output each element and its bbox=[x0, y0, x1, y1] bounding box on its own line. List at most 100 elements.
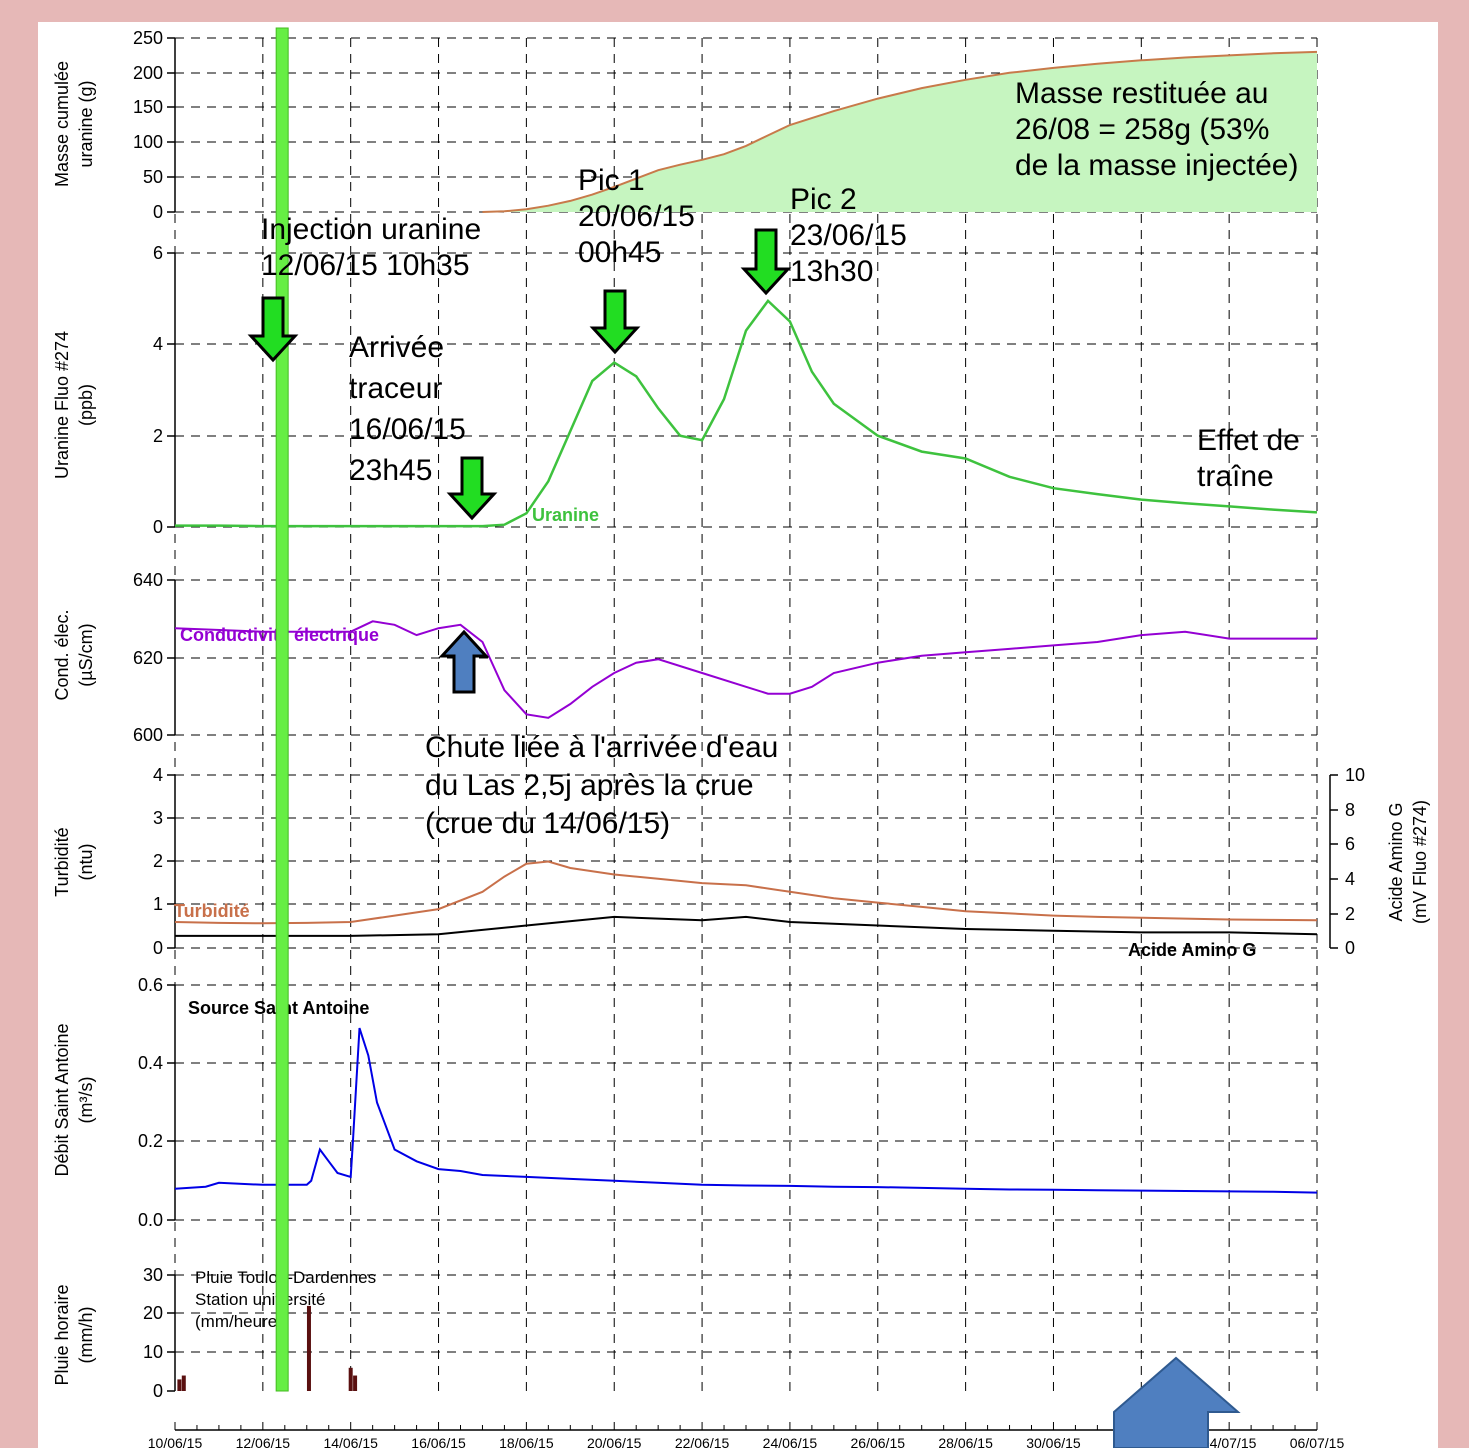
annotation-masse-line: Masse restituée au bbox=[1015, 77, 1268, 110]
y-axis-title-line2: (ntu) bbox=[76, 843, 96, 880]
y-axis-title-line1: Cond. élec. bbox=[52, 609, 72, 700]
y-tick-label: 600 bbox=[133, 725, 163, 745]
annotation-chute-line: Chute liée à l'arrivée d'eau bbox=[425, 731, 778, 764]
y-axis-title: Uranine Fluo #274 (ppb) bbox=[52, 331, 96, 479]
rain-bar bbox=[353, 1375, 358, 1391]
annotation-pic2-line: 13h30 bbox=[790, 255, 873, 288]
y-tick-label: 50 bbox=[143, 167, 163, 187]
y-tick-label: 2 bbox=[153, 426, 163, 446]
annotation-pic1-line: 00h45 bbox=[578, 236, 661, 269]
y-axis-title: Cond. élec. (µS/cm) bbox=[52, 609, 96, 700]
annotation-masse-line: de la masse injectée) bbox=[1015, 149, 1298, 182]
annotation-pic1-line: Pic 1 bbox=[578, 164, 645, 197]
annotation-masse-line: 26/08 = 258g (53% bbox=[1015, 113, 1269, 146]
y-tick-label: 3 bbox=[153, 808, 163, 828]
rain-bar bbox=[306, 1305, 311, 1391]
y-tick-label: 100 bbox=[133, 132, 163, 152]
y-tick-label: 20 bbox=[143, 1303, 163, 1323]
x-tick-label: 16/06/15 bbox=[411, 1435, 466, 1448]
annotation-arrivee-line: Arrivée bbox=[349, 331, 444, 364]
y-tick-label: 4 bbox=[153, 765, 163, 785]
x-tick-label: 26/06/15 bbox=[851, 1435, 906, 1448]
y-tick-label: 0 bbox=[153, 202, 163, 222]
y2-tick-label: 10 bbox=[1345, 765, 1365, 785]
conductivite-series-line bbox=[174, 620, 1317, 719]
uranine-series-line bbox=[175, 299, 1318, 528]
annotation-traine-line: traîne bbox=[1197, 460, 1274, 493]
injection-arrow-icon bbox=[247, 296, 299, 363]
y-tick-label: 0.2 bbox=[138, 1131, 163, 1151]
cumulative-mass-area bbox=[482, 51, 1317, 213]
x-tick-label: 14/06/15 bbox=[323, 1435, 378, 1448]
chute-arrow-icon bbox=[438, 629, 490, 694]
x-tick-label: 10/06/15 bbox=[148, 1435, 203, 1448]
y-axis-title-line1: Pluie horaire bbox=[52, 1284, 72, 1385]
y-tick-label: 10 bbox=[143, 1342, 163, 1362]
y-tick-label: 620 bbox=[133, 648, 163, 668]
rain-legend-line: (mm/heure) bbox=[195, 1312, 283, 1331]
y2-tick-label: 8 bbox=[1345, 800, 1355, 820]
y-tick-label: 640 bbox=[133, 570, 163, 590]
x-tick-label: 12/06/15 bbox=[236, 1435, 291, 1448]
y2-axis-title-line2: (mV Fluo #274) bbox=[1410, 800, 1430, 924]
y-tick-label: 2 bbox=[153, 851, 163, 871]
rain-bar bbox=[348, 1367, 353, 1391]
y-axis-title-line2: uranine (g) bbox=[76, 80, 96, 167]
y2-tick-label: 6 bbox=[1345, 834, 1355, 854]
y-axis-title-line2: (m³/s) bbox=[76, 1077, 96, 1124]
y-tick-label: 30 bbox=[143, 1265, 163, 1285]
y-axis-title: Débit Saint Antoine (m³/s) bbox=[52, 1023, 96, 1176]
y-tick-label: 0.0 bbox=[138, 1210, 163, 1230]
y-axis-title-line2: (mm/h) bbox=[76, 1307, 96, 1364]
y-axis-title-line2: (µS/cm) bbox=[76, 623, 96, 686]
annotation-traine-line: Effet de bbox=[1197, 424, 1300, 457]
y-tick-label: 250 bbox=[133, 28, 163, 48]
annotation-pic2-line: Pic 2 bbox=[790, 183, 857, 216]
annotation-chute-line: du Las 2,5j après la crue bbox=[425, 769, 754, 802]
rain-bar bbox=[177, 1379, 182, 1391]
annotation-pic1-line: 20/06/15 bbox=[578, 200, 695, 233]
pic2-arrow-icon bbox=[740, 228, 792, 296]
annotation-injection-line: 12/06/15 10h35 bbox=[261, 249, 470, 282]
y-axis-title-line1: Turbidité bbox=[52, 827, 72, 896]
x-tick-label: 22/06/15 bbox=[675, 1435, 730, 1448]
y-axis-title: Pluie horaire (mm/h) bbox=[52, 1284, 96, 1385]
annotation-arrivee-line: 16/06/15 bbox=[349, 413, 466, 446]
y2-tick-label: 4 bbox=[1345, 869, 1355, 889]
annotation-pic2-line: 23/06/15 bbox=[790, 219, 907, 252]
uranine-series-label: Uranine bbox=[532, 505, 599, 525]
injection-marker-bar bbox=[275, 27, 289, 1392]
y-axis-title-line2: (ppb) bbox=[76, 384, 96, 426]
x-tick-label: 28/06/15 bbox=[938, 1435, 993, 1448]
cumulative-mass-line bbox=[482, 50, 1318, 213]
y-tick-label: 0 bbox=[153, 1381, 163, 1401]
y-axis-title-line1: Uranine Fluo #274 bbox=[52, 331, 72, 479]
x-tick-label: 04/07/15 bbox=[1202, 1435, 1257, 1448]
y-tick-label: 0.4 bbox=[138, 1053, 163, 1073]
turbidite-series-line bbox=[174, 860, 1318, 925]
amino-g-series-label: Acide Amino G bbox=[1128, 940, 1256, 960]
y2-tick-label: 0 bbox=[1345, 938, 1355, 958]
rain-legend-line: Station université bbox=[195, 1290, 325, 1309]
arrival-arrow-icon bbox=[446, 456, 498, 521]
x-tick-label: 20/06/15 bbox=[587, 1435, 642, 1448]
annotation-arrivee-line: 23h45 bbox=[349, 454, 432, 487]
x-tick-label: 30/06/15 bbox=[1026, 1435, 1081, 1448]
rain-bar bbox=[181, 1375, 186, 1391]
y-tick-label: 6 bbox=[153, 243, 163, 263]
annotation-arrivee-line: traceur bbox=[349, 372, 442, 405]
y-tick-label: 150 bbox=[133, 97, 163, 117]
y2-axis-title-line1: Acide Amino G bbox=[1386, 802, 1406, 921]
x-tick-label: 06/07/15 bbox=[1290, 1435, 1345, 1448]
y-tick-label: 0.6 bbox=[138, 975, 163, 995]
annotation-injection-line: Injection uranine bbox=[261, 213, 481, 246]
y-tick-label: 0 bbox=[153, 517, 163, 537]
y-tick-label: 0 bbox=[153, 938, 163, 958]
debit-series-line bbox=[174, 1027, 1318, 1194]
y-axis-title: Masse cumulée uranine (g) bbox=[52, 61, 96, 187]
y-axis-title-line1: Masse cumulée bbox=[52, 61, 72, 187]
y-axis-title: Turbidité (ntu) bbox=[52, 827, 96, 896]
big-up-arrow-icon bbox=[1113, 1356, 1241, 1448]
y2-tick-label: 2 bbox=[1345, 904, 1355, 924]
